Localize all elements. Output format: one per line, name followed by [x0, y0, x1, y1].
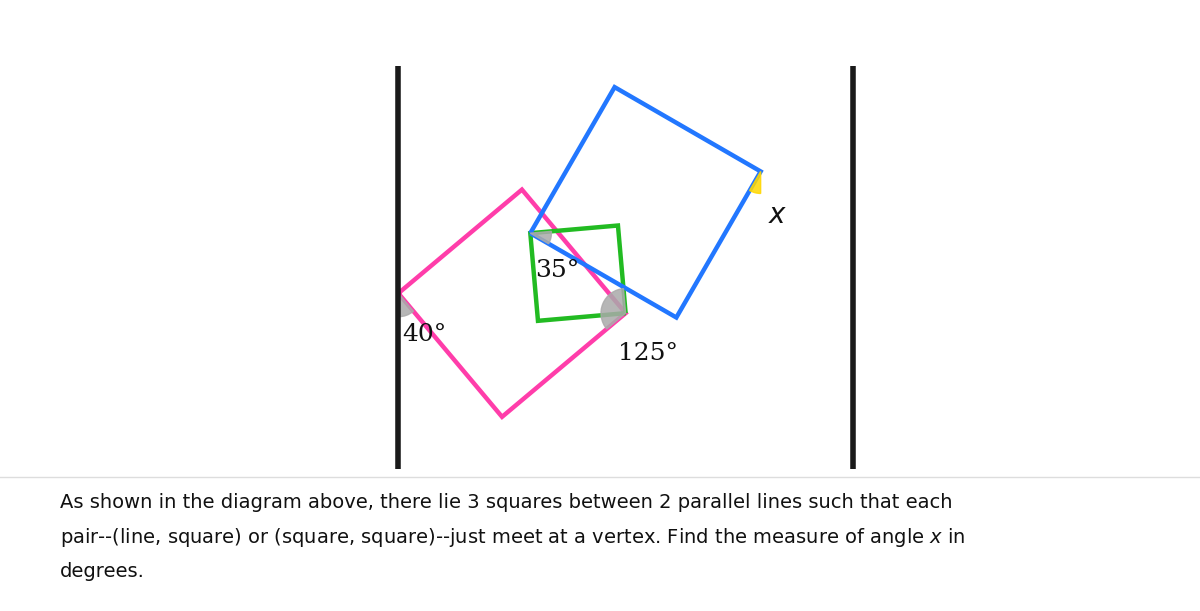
Text: $x$: $x$ — [768, 202, 787, 229]
Wedge shape — [601, 288, 625, 329]
Polygon shape — [530, 225, 625, 321]
Wedge shape — [398, 293, 414, 316]
Polygon shape — [398, 189, 625, 417]
Text: 125°: 125° — [618, 343, 678, 365]
Polygon shape — [530, 87, 761, 318]
Text: 35°: 35° — [535, 259, 578, 282]
Text: As shown in the diagram above, there lie 3 squares between 2 parallel lines such: As shown in the diagram above, there lie… — [60, 492, 966, 581]
Wedge shape — [530, 232, 552, 244]
Wedge shape — [750, 172, 761, 194]
Text: 40°: 40° — [402, 323, 446, 346]
